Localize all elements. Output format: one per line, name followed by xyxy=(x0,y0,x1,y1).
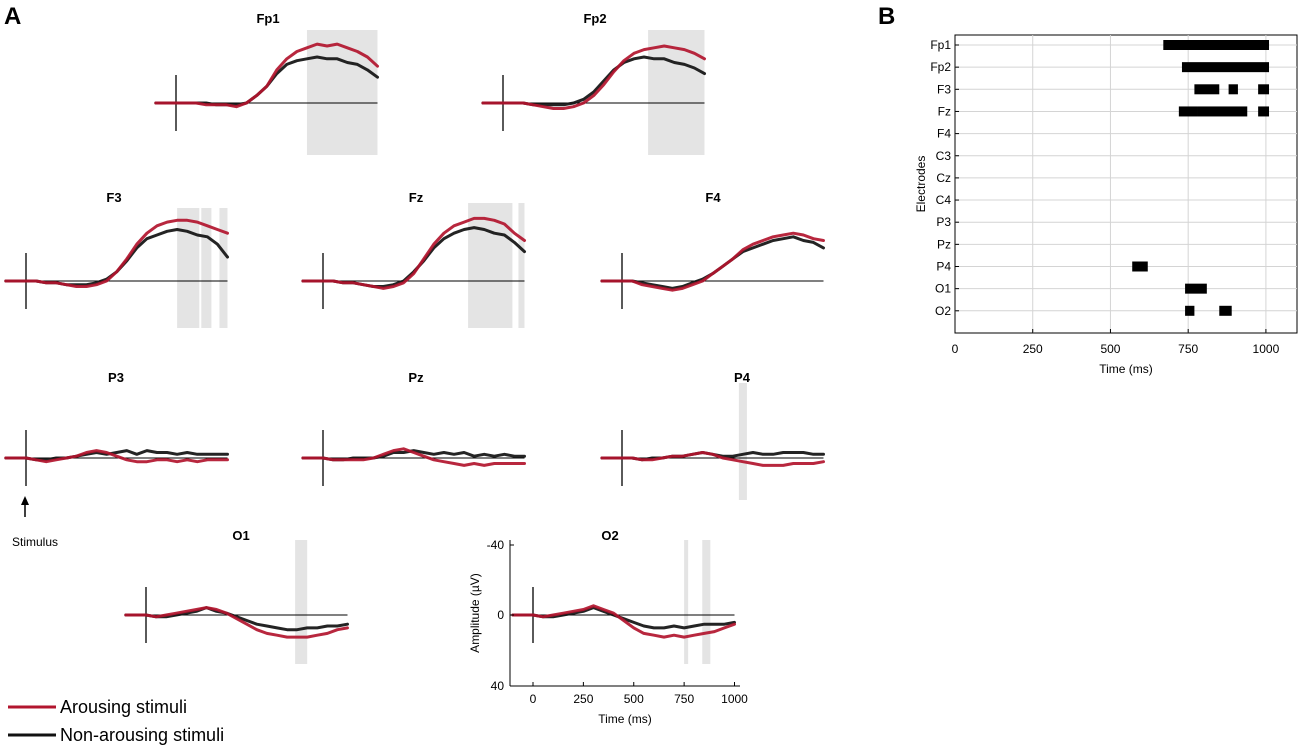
panel-b-ytick-label-f4: F4 xyxy=(937,127,951,141)
legend-label-arousing: Arousing stimuli xyxy=(60,697,187,717)
panel-b-y-axis-label: Electrodes xyxy=(914,156,928,213)
o2-axes: -40 0 40 0 250 500 750 1000 Time (ms) Amplitude (… xyxy=(468,538,748,726)
significance-shade-f3-2 xyxy=(201,208,212,328)
erp-subplot-fz: Fz xyxy=(301,190,526,328)
electrode-title-fz: Fz xyxy=(409,190,424,205)
panel-b-ytick-label-fp2: Fp2 xyxy=(930,60,951,74)
line-arousing-f4 xyxy=(600,231,825,292)
significance-bar-f3-3 xyxy=(1258,84,1270,95)
panel-b-xtick-label: 1000 xyxy=(1253,342,1280,356)
stimulus-arrow-head xyxy=(21,496,29,505)
line-arousing-fp1 xyxy=(154,42,379,109)
o2-xtick-label: 750 xyxy=(674,692,694,706)
o2-xtick-label: 0 xyxy=(530,692,537,706)
erp-subplot-o1: O1 xyxy=(124,528,349,664)
line-arousing-fz xyxy=(301,216,526,290)
panel-b-ytick-label-fz: Fz xyxy=(938,104,951,118)
line-arousing-o2 xyxy=(511,604,736,639)
panel-b-ytick-label-o2: O2 xyxy=(935,304,951,318)
panel-label-a: A xyxy=(4,3,21,30)
o2-ytick-label: -40 xyxy=(487,538,505,552)
electrode-title-fp2: Fp2 xyxy=(583,11,606,26)
line-arousing-p3 xyxy=(4,449,229,464)
significance-bar-fz-1 xyxy=(1178,106,1198,117)
o2-ytick-label: 40 xyxy=(491,679,505,693)
o2-xtick-label: 500 xyxy=(624,692,644,706)
panel-b-ytick-label-o1: O1 xyxy=(935,282,951,296)
electrode-title-p3: P3 xyxy=(108,370,124,385)
line-arousing-pz xyxy=(301,447,526,467)
panel-b-ytick-label-p4: P4 xyxy=(936,260,951,274)
o2-ytick-label: 0 xyxy=(497,608,504,622)
o2-xtick-label: 250 xyxy=(573,692,593,706)
significance-bar-fp2-1 xyxy=(1181,62,1270,73)
significance-shade-o2-1 xyxy=(684,540,689,664)
significance-bar-fz-2 xyxy=(1197,106,1248,117)
significance-bar-o2-2 xyxy=(1219,305,1232,316)
significance-bar-p4-1 xyxy=(1132,261,1148,272)
electrode-title-f4: F4 xyxy=(705,190,721,205)
panel-b-ytick-label-p3: P3 xyxy=(936,215,951,229)
panel-b-xtick-label: 250 xyxy=(1023,342,1043,356)
significance-shade-fz-2 xyxy=(518,203,525,328)
electrode-title-o2: O2 xyxy=(601,528,618,543)
stimulus-label: Stimulus xyxy=(12,535,58,549)
electrode-title-fp1: Fp1 xyxy=(256,11,279,26)
significance-shade-fz-1 xyxy=(468,203,513,328)
legend-label-non-arousing: Non-arousing stimuli xyxy=(60,725,224,745)
panel-b-ytick-label-pz: Pz xyxy=(937,237,951,251)
erp-subplot-pz: Pz xyxy=(301,370,526,486)
line-arousing-fp2 xyxy=(481,44,706,110)
o2-y-axis-label: Amplitude (µV) xyxy=(468,573,482,653)
significance-bar-o1-1 xyxy=(1185,283,1207,294)
significance-shade-f3-1 xyxy=(177,208,200,328)
electrode-title-o1: O1 xyxy=(232,528,249,543)
erp-subplot-p3: P3 xyxy=(4,370,229,486)
erp-subplot-fp1: Fp1 xyxy=(154,11,379,155)
significance-shade-p4-1 xyxy=(738,383,747,500)
erp-panel: Fp1 Fp2 F3 Fz F4 P3 Pz P4 O1 O2 -40 0 40 0 250 500 750 10… xyxy=(4,11,825,726)
electrode-title-pz: Pz xyxy=(408,370,424,385)
o2-x-axis-label: Time (ms) xyxy=(598,712,652,726)
panel-b-ytick-label-fp1: Fp1 xyxy=(930,38,951,52)
erp-subplot-p4: P4 xyxy=(600,370,825,500)
panel-b-x-axis-label: Time (ms) xyxy=(1099,362,1153,376)
panel-b-frame xyxy=(954,34,1298,334)
erp-subplot-o2: O2 -40 0 40 0 250 500 750 1000 Time (ms) Amplitude… xyxy=(468,528,748,726)
significance-bar-f3-1 xyxy=(1194,84,1220,95)
panel-b-xtick-label: 500 xyxy=(1100,342,1120,356)
panel-b-ytick-label-f3: F3 xyxy=(937,82,951,96)
erp-subplot-f3: F3 xyxy=(4,190,229,328)
significance-shade-o1-1 xyxy=(295,540,308,664)
panel-b-ytick-label-c4: C4 xyxy=(936,193,952,207)
significance-panel: 0 250 500 750 1000 Fp1 Fp2 F3 Fz F4 C3 Cz C4 P3 Pz P4 O1… xyxy=(914,34,1298,376)
significance-shade-o2-2 xyxy=(702,540,711,664)
significance-shade-fp2-1 xyxy=(648,30,705,155)
significance-shade-fp1-1 xyxy=(306,30,378,155)
line-arousing-p4 xyxy=(600,451,825,467)
panel-label-b: B xyxy=(878,3,895,30)
erp-subplot-f4: F4 xyxy=(600,190,825,309)
panel-b-xtick-label: 750 xyxy=(1178,342,1198,356)
line-arousing-o1 xyxy=(124,606,349,639)
line-arousing-f3 xyxy=(4,218,229,288)
erp-subplot-fp2: Fp2 xyxy=(481,11,706,155)
significance-bar-fp1-1 xyxy=(1163,40,1270,50)
panel-b-ytick-label-cz: Cz xyxy=(936,171,951,185)
significance-bar-o2-1 xyxy=(1185,305,1195,316)
electrode-title-f3: F3 xyxy=(106,190,121,205)
significance-bar-f3-2 xyxy=(1228,84,1238,95)
significance-shade-f3-3 xyxy=(219,208,228,328)
electrode-title-p4: P4 xyxy=(734,370,751,385)
panel-b-xtick-label: 0 xyxy=(952,342,959,356)
significance-bar-fz-3 xyxy=(1258,106,1270,117)
panel-b-ytick-label-c3: C3 xyxy=(936,149,952,163)
o2-xtick-label: 1000 xyxy=(721,692,748,706)
